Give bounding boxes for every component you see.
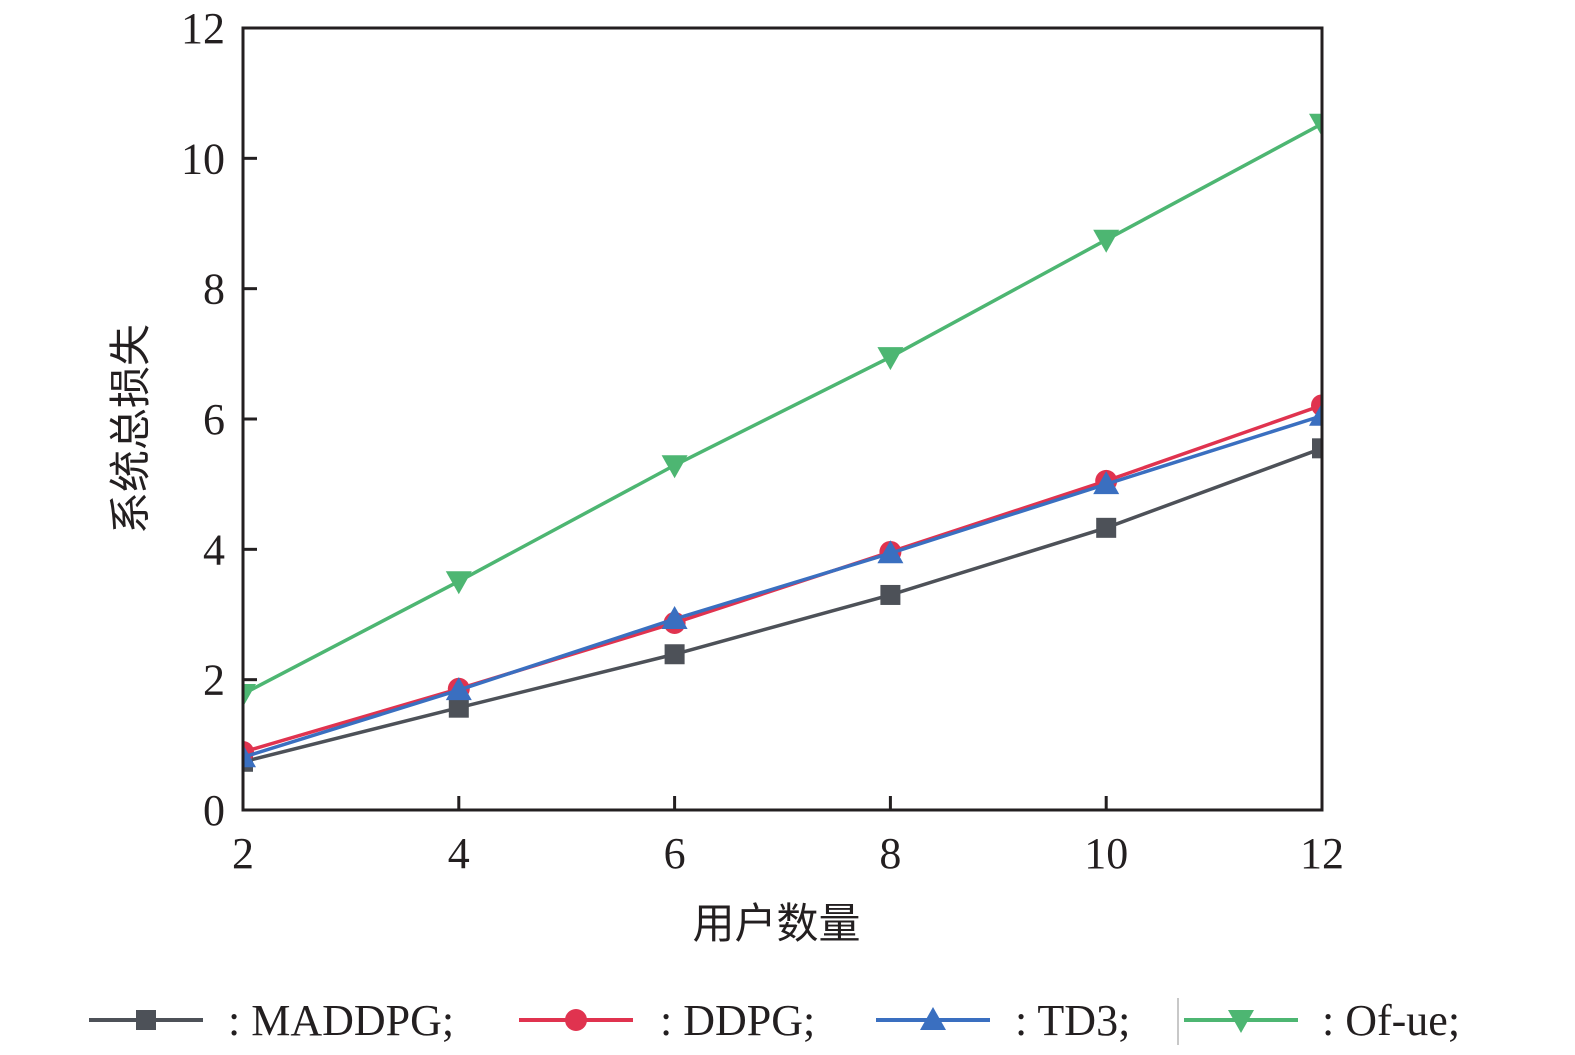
legend-marker-square-icon	[136, 1010, 156, 1030]
data-point-of-ue	[1093, 229, 1120, 253]
data-point-maddpg	[1312, 438, 1322, 459]
series-line-ddpg	[243, 403, 1322, 754]
data-point-maddpg	[664, 644, 685, 665]
y-axis: 0 2 4 6 8 10 12	[181, 4, 257, 835]
x-axis: 2 4 6 8 10 12	[232, 796, 1344, 878]
x-tick-label: 6	[664, 829, 686, 878]
legend-item-of-ue: : Of-ue;	[1177, 996, 1460, 1045]
legend-item-maddpg: : MADDPG;	[89, 996, 454, 1045]
data-point-td3	[877, 540, 904, 564]
x-tick-label: 4	[448, 829, 470, 878]
data-point-of-ue	[445, 571, 472, 595]
series-of-ue	[243, 113, 1322, 708]
y-tick-label: 0	[203, 786, 225, 835]
series-line-td3	[243, 414, 1322, 759]
x-tick-label: 10	[1084, 829, 1128, 878]
data-point-maddpg	[1096, 517, 1117, 538]
data-point-of-ue	[243, 684, 256, 708]
data-point-maddpg	[880, 584, 901, 605]
data-point-td3	[445, 677, 472, 701]
x-tick-label: 12	[1300, 829, 1344, 878]
legend-marker-triangle-up-icon	[920, 1007, 946, 1030]
x-tick-label: 2	[232, 829, 254, 878]
x-tick-label: 8	[879, 829, 901, 878]
x-axis-title: 用户数量	[692, 899, 860, 948]
series-maddpg	[243, 438, 1322, 772]
legend-label: : Of-ue;	[1322, 996, 1460, 1045]
legend-item-td3: : TD3;	[876, 996, 1130, 1045]
y-tick-label: 2	[203, 656, 225, 705]
y-tick-label: 8	[203, 265, 225, 314]
y-axis-title: 系统总损失	[106, 324, 155, 534]
data-point-of-ue	[661, 455, 688, 479]
plot-frame	[241, 26, 1324, 812]
legend-marker-triangle-down-icon	[1228, 1010, 1254, 1033]
data-point-td3	[661, 606, 688, 630]
data-point-maddpg	[448, 697, 469, 718]
data-point-td3	[1093, 471, 1120, 495]
data-point-of-ue	[877, 347, 904, 371]
legend-item-ddpg: : DDPG;	[519, 996, 815, 1045]
legend-label: : DDPG;	[660, 996, 815, 1045]
legend-label: : TD3;	[1015, 996, 1130, 1045]
legend: : MADDPG; : DDPG; : TD3; : Of-ue;	[89, 996, 1460, 1045]
data-point-td3	[243, 744, 256, 768]
data-point-of-ue	[1309, 113, 1322, 137]
y-tick-label: 10	[181, 134, 225, 183]
y-tick-label: 6	[203, 395, 225, 444]
legend-marker-circle-icon	[565, 1009, 587, 1031]
data-point-td3	[1309, 402, 1322, 426]
series-td3	[243, 402, 1322, 768]
y-tick-label: 12	[181, 4, 225, 53]
series-group	[243, 113, 1322, 772]
legend-label: : MADDPG;	[228, 996, 454, 1045]
series-line-maddpg	[243, 446, 1322, 764]
y-tick-label: 4	[203, 525, 225, 574]
series-line-of-ue	[243, 122, 1322, 696]
